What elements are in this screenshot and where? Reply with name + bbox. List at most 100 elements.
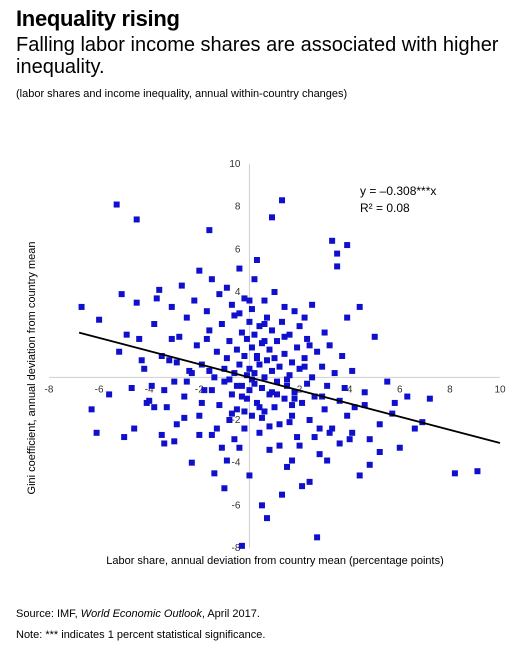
data-point: [261, 297, 268, 304]
data-point: [203, 308, 210, 315]
data-point: [258, 414, 265, 421]
data-point: [238, 393, 245, 400]
data-point: [228, 410, 235, 417]
data-point: [271, 355, 278, 362]
data-point: [253, 399, 260, 406]
y-tick-label: -6: [232, 500, 241, 511]
data-point: [213, 348, 220, 355]
data-point: [344, 412, 351, 419]
y-tick-label: -8: [232, 543, 241, 554]
data-point: [306, 417, 313, 423]
data-point: [294, 434, 301, 441]
data-point: [251, 276, 258, 283]
data-point: [216, 291, 223, 298]
data-point: [326, 342, 333, 349]
data-point: [196, 412, 203, 419]
data-point: [148, 382, 155, 389]
source-line: Source: IMF, World Economic Outlook, Apr…: [16, 608, 260, 620]
data-point: [246, 365, 253, 372]
x-tick-label: -4: [145, 384, 154, 395]
x-tick-label: -8: [45, 384, 54, 395]
data-point: [361, 402, 368, 409]
data-point: [289, 412, 296, 419]
data-point: [281, 395, 288, 402]
data-point: [384, 378, 391, 385]
data-point: [208, 431, 215, 438]
data-point: [376, 449, 383, 455]
source-publication: World Economic Outlook: [80, 608, 202, 620]
data-point: [136, 335, 143, 342]
data-point: [321, 329, 328, 336]
data-point: [356, 303, 363, 310]
data-point: [246, 297, 253, 304]
trend-line: [78, 331, 501, 444]
data-point: [211, 374, 218, 381]
data-point: [241, 295, 248, 302]
data-point: [336, 440, 343, 447]
data-point: [256, 404, 263, 411]
data-point: [226, 417, 233, 423]
data-point: [156, 286, 163, 293]
data-point: [238, 542, 245, 549]
data-point: [349, 429, 356, 436]
data-point: [324, 457, 331, 464]
y-axis-label: Gini coefficient, annual deviation from …: [26, 242, 38, 495]
data-point: [261, 408, 268, 415]
data-point: [331, 370, 338, 377]
data-point: [276, 363, 283, 370]
data-point: [319, 363, 326, 370]
x-tick-label: -6: [95, 384, 104, 395]
data-points: [78, 197, 481, 549]
x-tick-label: 10: [494, 384, 506, 395]
data-point: [251, 370, 258, 377]
chart-title: Inequality rising: [16, 6, 180, 31]
data-point: [286, 331, 293, 338]
data-point: [176, 333, 183, 340]
x-tick-label: -2: [195, 384, 204, 395]
scatter-chart: -8-6-4-224681010864-2-4-6-8y = –0.308***…: [26, 159, 506, 567]
y-tick-label: -2: [232, 415, 241, 426]
data-point: [243, 335, 250, 342]
data-point: [344, 242, 351, 249]
data-point: [143, 399, 150, 406]
data-point: [326, 429, 333, 436]
y-tick-label: 10: [229, 159, 241, 170]
data-point: [294, 344, 301, 351]
data-point: [274, 378, 281, 385]
data-point: [346, 436, 353, 443]
data-point: [208, 387, 215, 394]
data-point: [236, 310, 243, 317]
data-point: [93, 429, 100, 436]
data-point: [88, 406, 95, 413]
data-point: [281, 333, 288, 340]
data-point: [279, 318, 286, 325]
data-point: [118, 291, 125, 298]
data-point: [284, 376, 291, 383]
y-tick-label: 8: [235, 202, 241, 213]
data-point: [221, 485, 228, 492]
data-point: [324, 382, 331, 389]
data-point: [339, 353, 346, 359]
data-point: [289, 457, 296, 464]
data-point: [173, 359, 180, 366]
data-point: [334, 250, 341, 257]
data-point: [316, 425, 323, 432]
data-point: [226, 338, 233, 345]
data-point: [221, 378, 228, 385]
data-point: [451, 470, 458, 477]
data-point: [228, 391, 235, 398]
data-point: [256, 323, 263, 330]
data-point: [223, 355, 230, 362]
data-point: [248, 412, 255, 419]
data-point: [289, 359, 296, 366]
data-point: [193, 342, 200, 349]
data-point: [203, 335, 210, 342]
data-point: [274, 338, 281, 345]
data-point: [258, 385, 265, 391]
data-point: [106, 391, 113, 398]
data-point: [296, 323, 303, 330]
data-point: [396, 444, 403, 451]
data-point: [344, 314, 351, 321]
data-point: [296, 365, 303, 372]
data-point: [314, 348, 321, 355]
